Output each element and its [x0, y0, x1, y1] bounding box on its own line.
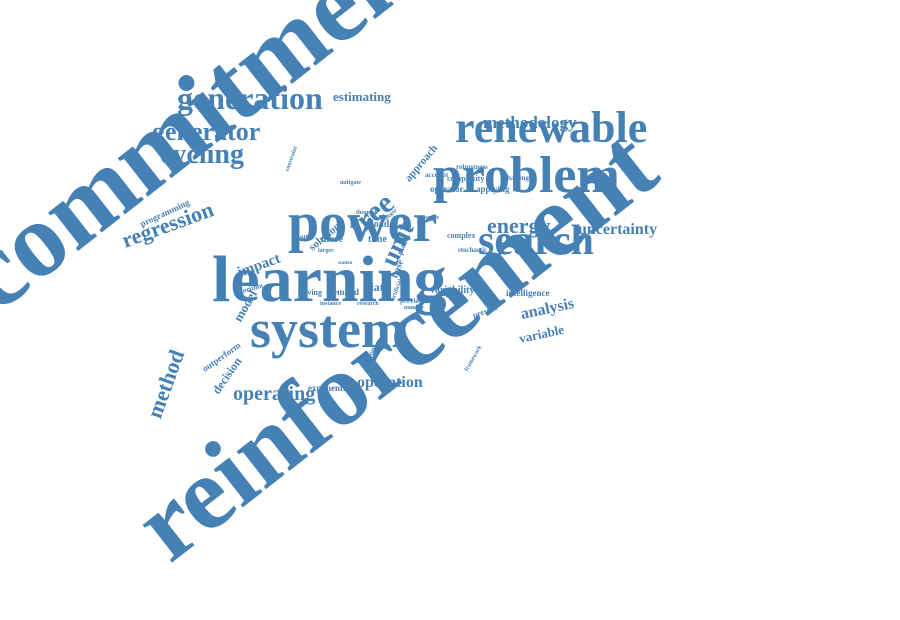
word-solving: solving	[298, 287, 323, 297]
word-larger: larger	[318, 248, 334, 255]
word-methodology: methodology	[483, 113, 577, 133]
word-generator: generator	[152, 117, 261, 147]
word-operating: operating	[233, 383, 316, 405]
word-data: data	[367, 280, 390, 295]
word-demand: demand	[328, 286, 360, 297]
word-exponential: exponential	[308, 382, 353, 393]
word-renewable: renewable	[455, 102, 648, 152]
word-generation: generation	[177, 80, 323, 117]
word-system: system	[250, 298, 406, 359]
word-robustness: robustness	[456, 163, 488, 172]
word-estimating: estimating	[333, 88, 391, 104]
word-time: time	[368, 234, 387, 245]
word-constraint: constraint	[284, 145, 300, 173]
word-uncertainty: uncertainty	[578, 221, 658, 239]
word-stochastic: stochastic	[458, 246, 488, 255]
word-search: search	[478, 218, 594, 265]
word-account: account	[425, 171, 449, 180]
word-space: space	[425, 215, 439, 222]
word-more: more	[321, 234, 344, 245]
word-thermal: thermal	[356, 210, 377, 217]
word-load: load	[371, 219, 390, 230]
word-complexity: complexity	[447, 173, 485, 183]
word-applying: applying	[476, 183, 510, 194]
word-cycling: cycling	[160, 138, 244, 170]
word-number: number	[404, 305, 425, 312]
word-mitigate: mitigate	[340, 180, 361, 187]
word-problem: problem	[433, 147, 620, 205]
word-operation: operation	[357, 374, 423, 392]
word-intelligence: intelligence	[506, 287, 550, 298]
word-operator: operator	[430, 183, 464, 194]
word-challenge: challenge	[504, 174, 532, 183]
word-station: station	[338, 261, 353, 266]
word-energy: energy	[487, 213, 551, 239]
word-research: research	[357, 301, 379, 308]
word-complex: complex	[447, 230, 476, 240]
word-power: power	[288, 192, 438, 255]
word-variability: variability	[430, 285, 475, 296]
word-method: method	[141, 346, 190, 422]
word-learning: learning	[212, 243, 447, 317]
word-instance: instance	[320, 301, 341, 308]
word-previous: previous	[400, 297, 426, 306]
word-variable: variable	[517, 321, 566, 346]
